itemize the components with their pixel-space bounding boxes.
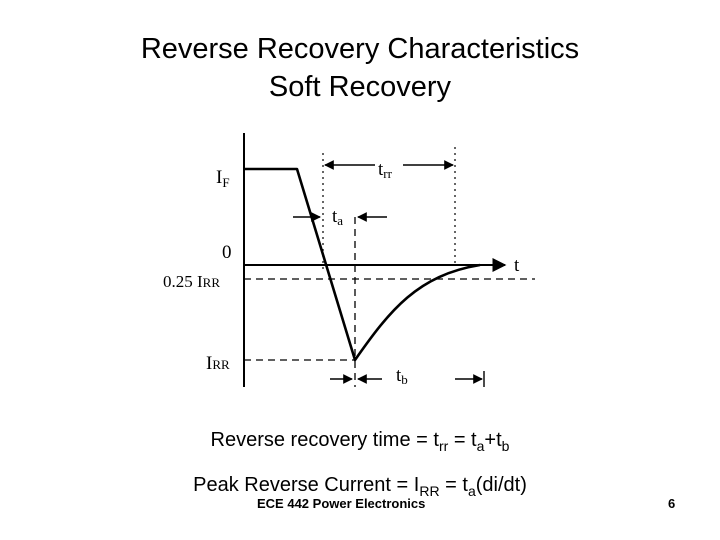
footer-course-name: ECE 442 Power Electronics [257,496,426,511]
label-tb: tb [396,365,408,387]
reverse-recovery-diagram: IF 0 0.25 IRR IRR t trr ta tb [163,133,535,387]
peak-reverse-current-equation: Peak Reverse Current = IRR = ta(di/dt) [193,474,527,499]
label-t-axis: t [514,255,520,276]
label-trr: trr [378,159,393,181]
label-ta: ta [332,206,343,228]
label-irr: IRR [206,353,230,374]
label-quarter-irr: 0.25 IRR [163,272,220,291]
page-number: 6 [668,496,676,511]
slide-title-line2: Soft Recovery [268,71,452,103]
label-zero: 0 [222,242,232,263]
label-if: IF [216,167,230,190]
reverse-recovery-time-equation: Reverse recovery time = trr = ta+tb [210,429,510,454]
current-waveform [244,167,481,362]
slide-title-line1: Reverse Recovery Characteristics [140,33,580,65]
